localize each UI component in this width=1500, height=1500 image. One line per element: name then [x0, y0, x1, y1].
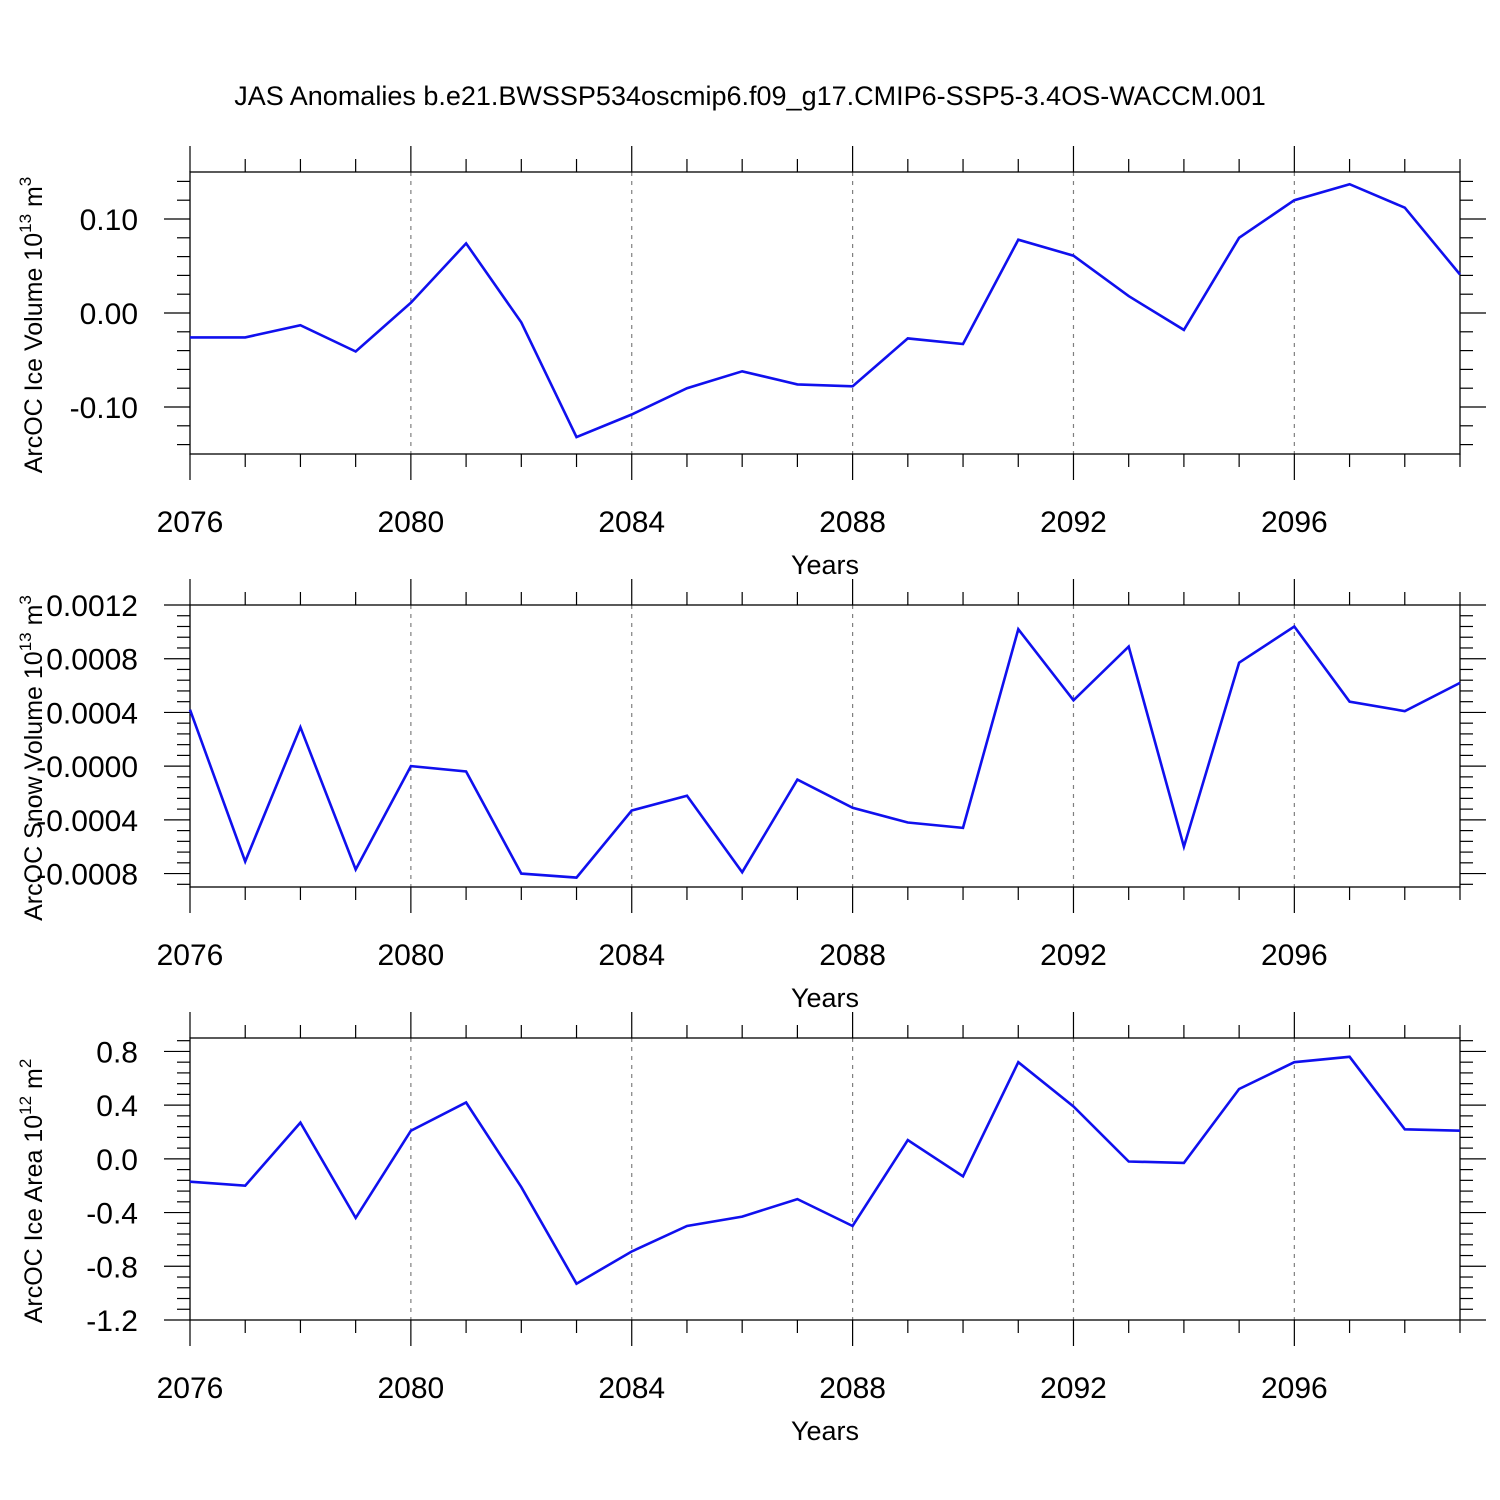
- y-tick-label: 0.0004: [46, 697, 138, 730]
- y-tick-label: -0.0000: [36, 751, 138, 784]
- x-tick-label: 2080: [377, 1372, 444, 1405]
- y-axis-label-unit: m: [20, 605, 48, 633]
- y-axis-label-unit-exponent: 3: [16, 177, 35, 186]
- plot-frame: [189, 171, 1461, 455]
- y-tick-label: -1.2: [86, 1305, 138, 1338]
- x-tick-label: 2096: [1261, 506, 1328, 539]
- x-axis-label: Years: [791, 983, 859, 1013]
- series-line: [188, 624, 1461, 879]
- y-tick-label: 0.0008: [46, 644, 138, 677]
- x-tick-label: 2088: [819, 506, 886, 539]
- chart-title: JAS Anomalies b.e21.BWSSP534oscmip6.f09_…: [234, 81, 1265, 111]
- series-line: [190, 182, 1462, 439]
- panel-3: 2076 2080 2084 2088 2092 2096 -1.2 -0.8 -0.4 0.0 0…: [16, 1012, 1486, 1446]
- x-tick-label: 2092: [1040, 939, 1107, 972]
- y-tick-label: -0.0008: [36, 859, 138, 892]
- x-axis-label: Years: [791, 1416, 859, 1446]
- x-tick-label: 2076: [157, 939, 224, 972]
- y-axis-label-text: ArcOC Snow Volume 10: [20, 651, 48, 921]
- y-axis-label-text: ArcOC Ice Area 10: [20, 1115, 48, 1323]
- x-tick-label: 2084: [598, 939, 665, 972]
- y-tick-label: -0.10: [70, 392, 138, 425]
- x-tick-label: 2076: [157, 506, 224, 539]
- x-tick-label: 2092: [1040, 506, 1107, 539]
- y-tick-label: 0.8: [96, 1036, 138, 1069]
- series-line: [189, 1055, 1461, 1286]
- y-axis-label-unit-exponent: 2: [16, 1059, 35, 1068]
- x-tick-label: 2092: [1040, 1372, 1107, 1405]
- y-tick-label: 0.00: [80, 298, 138, 331]
- x-tick-label: 2088: [819, 1372, 886, 1405]
- y-tick-label: 0.4: [96, 1090, 138, 1123]
- y-axis-label: ArcOC Ice Area 1012 m2: [16, 1059, 48, 1324]
- x-tick-label: 2084: [598, 1372, 665, 1405]
- y-axis-label-unit: m: [20, 1068, 48, 1096]
- y-axis-label-exponent: 12: [16, 1096, 35, 1115]
- y-axis-label-exponent: 13: [16, 632, 35, 651]
- y-axis-label-text: ArcOC Ice Volume 10: [20, 233, 48, 473]
- y-axis-label-unit: m: [20, 186, 48, 214]
- x-tick-label: 2084: [598, 506, 665, 539]
- x-tick-label: 2080: [377, 506, 444, 539]
- y-axis-label-exponent: 13: [16, 214, 35, 233]
- y-axis-label-unit-exponent: 3: [16, 595, 35, 604]
- y-axis-label: ArcOC Snow Volume 1013 m3: [16, 595, 48, 921]
- y-tick-label: 0.10: [80, 204, 138, 237]
- x-tick-label: 2088: [819, 939, 886, 972]
- x-tick-label: 2080: [377, 939, 444, 972]
- y-axis-label: ArcOC Ice Volume 1013 m3: [16, 177, 48, 474]
- y-tick-label: 0.0: [96, 1144, 138, 1177]
- y-tick-label: -0.4: [86, 1198, 138, 1231]
- plot-frame: [189, 604, 1461, 888]
- y-tick-label: -0.0004: [36, 805, 138, 838]
- y-tick-label: 0.0012: [46, 590, 138, 623]
- x-tick-label: 2096: [1261, 939, 1328, 972]
- x-tick-label: 2096: [1261, 1372, 1328, 1405]
- panel-1: 2076 2080 2084 2088 2092 2096 -0.10 0.00 0.10 Yea…: [16, 146, 1486, 580]
- plot-frame: [189, 1037, 1461, 1321]
- y-tick-label: -0.8: [86, 1251, 138, 1284]
- x-tick-label: 2076: [157, 1372, 224, 1405]
- x-axis-label: Years: [791, 550, 859, 580]
- panel-2: 2076 2080 2084 2088 2092 2096 -0.0008 -0.0004 -0…: [16, 579, 1486, 1013]
